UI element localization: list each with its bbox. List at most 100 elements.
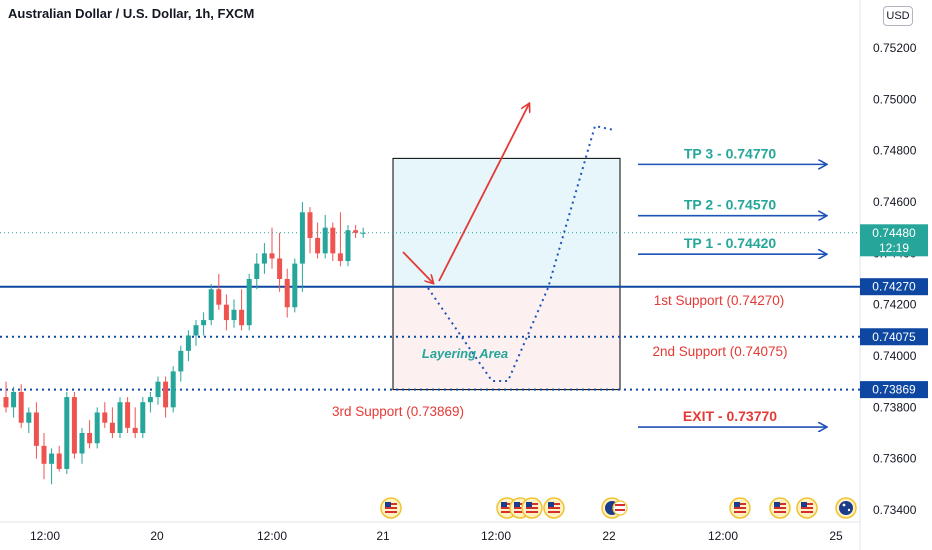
us-stripe [514,511,526,513]
layering-area-label: Layering Area [422,346,508,361]
candle-body [330,227,336,254]
candle-body [170,371,176,408]
y-tick-label: 0.74200 [873,298,917,312]
us-stripe [548,507,560,509]
candle-body [79,433,85,454]
us-canton [385,502,391,507]
candle-body [208,289,214,321]
level-price-tag-text: 0.74075 [872,330,916,344]
us-stripe [385,507,397,509]
y-tick-label: 0.74000 [873,349,917,363]
x-tick-label: 22 [602,529,616,543]
x-tick-label: 21 [376,529,390,543]
economic-event-icon[interactable] [729,497,751,519]
candle-body [216,289,222,305]
x-tick-label: 12:00 [257,529,287,543]
candle-body [117,402,123,433]
us-stripe [774,507,786,509]
candle-body [315,237,321,254]
candle-body [254,263,260,279]
economic-event-icon[interactable] [796,497,818,519]
y-tick-label: 0.75000 [873,92,917,106]
candle-body [64,397,70,469]
candle-body [56,453,62,469]
x-tick-label: 20 [150,529,164,543]
currency-button[interactable]: USD [883,6,913,26]
candle-body [223,304,229,321]
candle-body [307,212,313,238]
us-stripe [501,507,513,509]
candle-body [193,325,199,336]
candle-body [163,381,169,408]
candle-body [185,335,191,351]
economic-event-icon[interactable] [543,497,565,519]
candle-body [345,230,351,262]
us-stripe [615,504,625,506]
x-tick-label: 25 [829,529,843,543]
us-canton [801,502,807,507]
current-price-tag-text: 0.74480 [872,226,916,240]
candle-body [71,397,77,454]
us-stripe [501,511,513,513]
us-stripe [514,507,526,509]
us-stripe [734,507,746,509]
us-stripe [801,507,813,509]
candle-body [322,227,328,254]
red-arrow-into-zone [402,251,433,283]
support-label: 1st Support (0.74270) [654,293,785,308]
candle-body [269,253,275,259]
level-price-tag-text: 0.73869 [872,383,916,397]
candle-body [33,412,39,446]
y-tick-label: 0.73400 [873,503,917,517]
us-stripe [615,509,625,511]
candle-body [337,253,343,262]
candle-body [26,412,32,423]
economic-event-icon[interactable] [835,497,857,519]
us-canton [501,502,507,507]
economic-event-icon[interactable] [380,497,402,519]
au-star [847,508,851,512]
target-label: EXIT - 0.73770 [683,408,777,424]
us-canton [548,502,554,507]
us-flag-bg [612,500,628,516]
level-price-tag [860,381,928,399]
au-flag [839,501,853,515]
candle-body [140,402,146,433]
candle-body [299,212,305,264]
candle-body [11,391,17,408]
candle-body [109,422,115,433]
us-stripe [526,507,538,509]
candle-body [292,263,298,308]
au-star [842,503,846,507]
candle-body [3,397,9,408]
candle-body [360,232,366,234]
candle-body [18,391,24,423]
y-tick-label: 0.74600 [873,195,917,209]
us-canton [526,502,532,507]
target-label: TP 1 - 0.74420 [684,235,777,251]
x-tick-label: 12:00 [708,529,738,543]
candle-body [132,427,138,433]
candle-body [41,445,47,464]
current-price-tag [860,224,928,257]
support-label: 3rd Support (0.73869) [332,404,464,419]
x-tick-label: 12:00 [30,529,60,543]
economic-event-icon[interactable] [521,497,543,519]
us-canton [514,502,520,507]
level-price-tag [860,278,928,296]
us-stripe [526,511,538,513]
economic-event-icon[interactable] [769,497,791,519]
economic-event-icon[interactable] [601,497,628,519]
target-label: TP 3 - 0.74770 [684,145,777,161]
candle-body [261,253,267,264]
x-tick-label: 12:00 [481,529,511,543]
level-price-tag-text: 0.74270 [872,280,916,294]
y-tick-label: 0.73600 [873,452,917,466]
us-canton [774,502,780,507]
us-canton [734,502,740,507]
us-stripe [774,511,786,513]
candle-body [155,381,161,398]
candle-body [284,279,290,308]
